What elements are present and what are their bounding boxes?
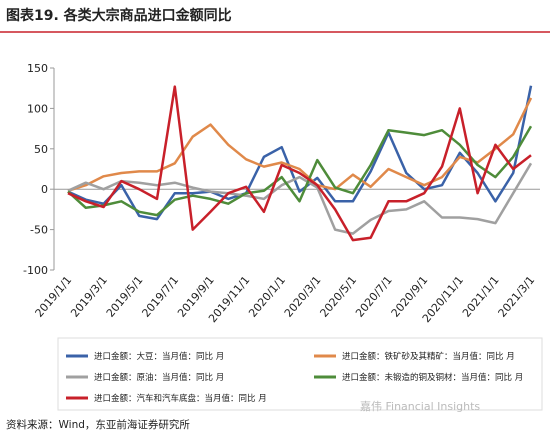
x-tick-label: 2019/5/1: [104, 274, 146, 320]
legend-label: 进口金额：铁矿砂及其精矿：当月值：同比 月: [342, 351, 515, 362]
x-tick-label: 2020/3/1: [282, 274, 324, 320]
y-tick-label: 0: [41, 183, 48, 196]
legend-label: 进口金额：大豆：当月值：同比 月: [94, 351, 224, 362]
watermark: 嘉伟 Financial Insights: [360, 399, 480, 413]
x-tick-label: 2021/3/1: [496, 274, 538, 320]
x-tick-label: 2019/3/1: [68, 274, 110, 320]
x-tick-label: 2020/1/1: [246, 274, 288, 320]
x-tick-label: 2021/1/1: [460, 274, 502, 320]
legend-box: [57, 337, 543, 411]
x-tick-label: 2019/1/1: [33, 274, 75, 320]
series-line: [67, 85, 532, 242]
y-tick-label: -100: [23, 264, 48, 277]
series-line: [67, 125, 533, 217]
series-line: [67, 97, 533, 192]
chart-title: 图表19. 各类大宗商品进口金额同比: [6, 7, 232, 24]
source: 资料来源：Wind，东亚前海证券研究所: [6, 418, 190, 431]
x-tick-label: 2019/7/1: [139, 274, 181, 320]
legend-label: 进口金额：未锻造的铜及铜材：当月值：同比 月: [342, 372, 523, 383]
legend-label: 进口金额：原油：当月值：同比 月: [94, 372, 224, 383]
y-tick-label: 50: [34, 143, 48, 156]
y-tick-label: 100: [27, 102, 48, 115]
y-tick-label: 150: [27, 62, 48, 75]
legend-label: 进口金额：汽车和汽车底盘：当月值：同比 月: [94, 393, 267, 404]
x-tick-label: 2020/7/1: [353, 274, 395, 320]
series-line: [67, 162, 533, 235]
x-tick-label: 2020/5/1: [318, 274, 360, 320]
y-tick-label: -50: [30, 224, 48, 237]
